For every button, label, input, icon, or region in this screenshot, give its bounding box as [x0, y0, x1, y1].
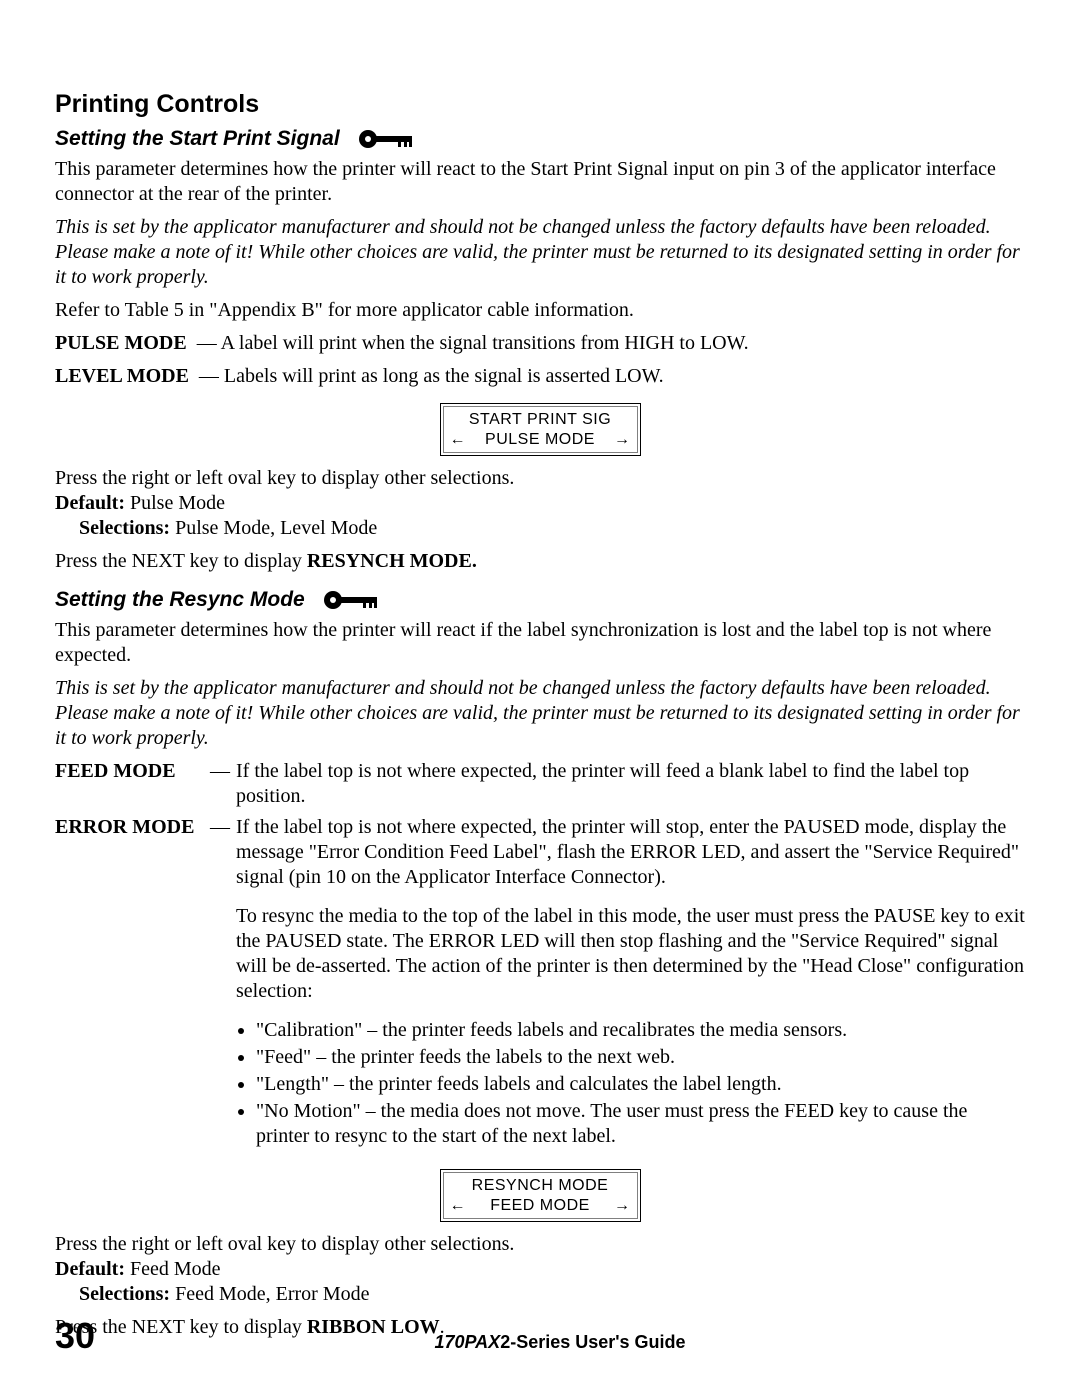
feed-mode-label: FEED MODE — [55, 759, 210, 809]
bullet-length: "Length" – the printer feeds labels and … — [256, 1072, 1025, 1097]
lcd-line1: START PRINT SIG — [448, 410, 633, 430]
left-arrow-icon: ← — [450, 430, 467, 450]
start-selections-row: Selections: Pulse Mode, Level Mode — [79, 516, 1025, 541]
resync-lcd: RESYNCH MODE ← FEED MODE → — [440, 1169, 641, 1222]
resync-selections-row: Selections: Feed Mode, Error Mode — [79, 1282, 1025, 1307]
start-signal-lcd: START PRINT SIG ← PULSE MODE → — [440, 403, 641, 456]
start-signal-heading-row: Setting the Start Print Signal — [55, 127, 1025, 151]
resync-default-label: Default: — [55, 1258, 125, 1280]
bullet-feed: "Feed" – the printer feeds the labels to… — [256, 1045, 1025, 1070]
page-footer: 30 170PAX2-Series User's Guide — [55, 1315, 1025, 1357]
resync-selections-val: Feed Mode, Error Mode — [170, 1283, 369, 1305]
start-press-next: Press the NEXT key to display RESYNCH MO… — [55, 549, 1025, 574]
level-mode-text: Labels will print as long as the signal … — [224, 365, 664, 387]
page: Printing Controls Setting the Start Prin… — [0, 0, 1080, 1397]
em-dash: — — [210, 815, 236, 1155]
footer-rest: 2-Series User's Guide — [500, 1332, 685, 1352]
lcd-line1: RESYNCH MODE — [448, 1176, 633, 1196]
start-selections-val: Pulse Mode, Level Mode — [170, 517, 377, 539]
resync-press-oval: Press the right or left oval key to disp… — [55, 1232, 1025, 1257]
left-arrow-icon: ← — [450, 1196, 467, 1216]
resync-selections-label: Selections: — [79, 1283, 170, 1305]
lcd-inner: RESYNCH MODE ← FEED MODE → — [443, 1172, 638, 1219]
start-press-oval: Press the right or left oval key to disp… — [55, 466, 1025, 491]
feed-mode-row: FEED MODE — If the label top is not wher… — [55, 759, 1025, 809]
error-mode-label: ERROR MODE — [55, 815, 210, 1155]
bullet-calibration: "Calibration" – the printer feeds labels… — [256, 1018, 1025, 1043]
footer-model: 170PAX — [434, 1332, 500, 1352]
level-mode-row: LEVEL MODE — Labels will print as long a… — [55, 364, 1025, 389]
right-arrow-icon: → — [614, 1196, 631, 1216]
error-mode-bullets: "Calibration" – the printer feeds labels… — [236, 1018, 1025, 1149]
error-mode-p1: If the label top is not where expected, … — [236, 815, 1025, 890]
resync-heading: Setting the Resync Mode — [55, 588, 305, 612]
key-icon — [323, 590, 379, 610]
page-number: 30 — [55, 1315, 95, 1357]
pulse-mode-row: PULSE MODE — A label will print when the… — [55, 331, 1025, 356]
resync-p1: This parameter determines how the printe… — [55, 618, 1025, 668]
lcd-line2: ← PULSE MODE → — [448, 430, 633, 450]
start-press-next-bold: RESYNCH MODE. — [307, 550, 477, 572]
error-mode-row: ERROR MODE — If the label top is not whe… — [55, 815, 1025, 1155]
footer-title: 170PAX2-Series User's Guide — [95, 1332, 1025, 1353]
resync-default-val: Feed Mode — [125, 1258, 221, 1280]
pulse-mode-text: A label will print when the signal trans… — [221, 332, 749, 354]
em-dash: — — [210, 759, 236, 809]
start-signal-p3: Refer to Table 5 in "Appendix B" for mor… — [55, 298, 1025, 323]
error-mode-p2: To resync the media to the top of the la… — [236, 904, 1025, 1004]
feed-mode-text: If the label top is not where expected, … — [236, 759, 1025, 809]
resync-heading-row: Setting the Resync Mode — [55, 588, 1025, 612]
lcd-line2: ← FEED MODE → — [448, 1196, 633, 1216]
lcd-line2-text: FEED MODE — [490, 1196, 590, 1216]
start-signal-p2: This is set by the applicator manufactur… — [55, 215, 1025, 290]
start-default-val: Pulse Mode — [125, 492, 225, 514]
lcd-line2-text: PULSE MODE — [485, 430, 595, 450]
key-icon — [358, 129, 414, 149]
start-press-next-pre: Press the NEXT key to display — [55, 550, 307, 572]
right-arrow-icon: → — [614, 430, 631, 450]
pulse-mode-label: PULSE MODE — [55, 332, 187, 354]
start-signal-heading: Setting the Start Print Signal — [55, 127, 340, 151]
lcd-inner: START PRINT SIG ← PULSE MODE → — [443, 406, 638, 453]
resync-default-row: Default: Feed Mode — [55, 1257, 1025, 1282]
start-default-label: Default: — [55, 492, 125, 514]
resync-p2: This is set by the applicator manufactur… — [55, 676, 1025, 751]
start-default-row: Default: Pulse Mode — [55, 491, 1025, 516]
bullet-no-motion: "No Motion" – the media does not move. T… — [256, 1099, 1025, 1149]
section-title: Printing Controls — [55, 90, 1025, 119]
level-mode-label: LEVEL MODE — [55, 365, 189, 387]
error-mode-text: If the label top is not where expected, … — [236, 815, 1025, 1155]
start-signal-p1: This parameter determines how the printe… — [55, 157, 1025, 207]
start-selections-label: Selections: — [79, 517, 170, 539]
